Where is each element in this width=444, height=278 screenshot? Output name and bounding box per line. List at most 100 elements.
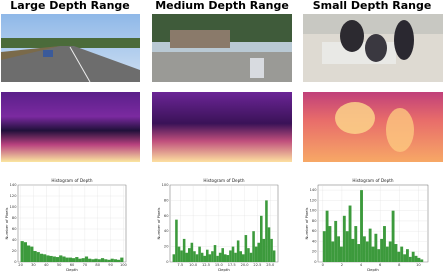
depth-map	[1, 92, 140, 162]
x-tick-label: 8	[398, 263, 401, 267]
histogram-bar	[43, 254, 47, 262]
histogram-bar	[360, 190, 363, 262]
histogram-bar	[100, 258, 105, 262]
depth-map	[152, 92, 292, 162]
histogram-bar	[185, 252, 188, 262]
histogram-bar	[397, 251, 401, 262]
histogram-bar	[190, 242, 194, 262]
histogram-bar	[49, 255, 53, 262]
column-title: Large Depth Range	[10, 0, 129, 12]
histogram-bar	[345, 231, 349, 262]
histogram-bar	[244, 235, 248, 262]
histogram-bar	[107, 259, 111, 262]
histogram-bar	[371, 246, 375, 262]
x-tick-label: 70	[83, 263, 88, 267]
histogram-bar	[195, 254, 199, 262]
x-tick-label: 50	[57, 263, 62, 267]
histogram-bar	[20, 241, 24, 262]
depth-map	[303, 92, 443, 162]
histogram-bar	[414, 255, 418, 262]
histogram-bar	[36, 252, 40, 262]
photo-road	[1, 14, 140, 83]
x-tick-label: 7.5	[177, 263, 183, 267]
histogram-bar	[84, 256, 89, 262]
histogram-bar	[120, 257, 124, 262]
column-title: Medium Depth Range	[155, 0, 289, 12]
x-tick-label: 15.0	[215, 263, 224, 267]
x-tick-label: 100	[120, 263, 128, 267]
y-tick-label: 60	[312, 229, 317, 233]
histogram-bar	[208, 254, 212, 262]
histogram-bar	[247, 248, 250, 262]
x-tick-label: 12.5	[202, 263, 210, 267]
column-title: Small Depth Range	[313, 0, 432, 12]
histogram-bar	[198, 246, 201, 262]
x-tick-label: 40	[44, 263, 49, 267]
histogram-bar	[203, 255, 206, 262]
x-tick-label: 90	[108, 263, 113, 267]
x-tick-label: 80	[95, 263, 100, 267]
histogram-bar	[362, 236, 366, 262]
x-tick-label: 6	[379, 263, 382, 267]
depth-blob	[335, 102, 375, 134]
histogram-bar	[211, 251, 214, 262]
histogram-bar	[94, 258, 98, 262]
x-tick-label: 20.0	[241, 263, 250, 267]
y-tick-label: 0	[166, 260, 169, 264]
histogram-bar	[357, 244, 361, 262]
histogram-bar	[368, 228, 372, 262]
x-tick-label: 20	[18, 263, 23, 267]
histogram-bar	[213, 245, 217, 262]
histogram-bar	[91, 259, 95, 262]
depth-blob	[386, 108, 414, 152]
y-tick-label: 140	[310, 188, 318, 192]
histogram-bar	[65, 257, 69, 262]
x-tick-label: 30	[31, 263, 36, 267]
histogram-bar	[342, 215, 346, 262]
histogram-bar	[75, 257, 79, 262]
histogram-bar	[221, 248, 224, 262]
histogram-bar	[229, 250, 232, 262]
histogram-bar	[420, 259, 424, 262]
histogram-bar	[388, 241, 392, 262]
histogram-bar	[239, 251, 242, 262]
x-tick-label: 25.0	[266, 263, 275, 267]
histogram-bar	[104, 259, 108, 262]
histogram-bar	[265, 200, 268, 262]
histogram-bar	[88, 258, 92, 262]
x-tick-label: 0	[322, 263, 325, 267]
histogram-bar	[385, 246, 389, 262]
histogram-bar	[193, 251, 196, 262]
y-tick-label: 140	[10, 183, 18, 187]
histogram-bar	[406, 249, 409, 262]
y-axis-label: Number of Pixels	[156, 207, 161, 239]
y-tick-label: 20	[312, 250, 317, 254]
histogram-bar	[39, 253, 44, 262]
histogram-bar	[110, 258, 114, 262]
histogram-bar	[351, 238, 355, 262]
histogram-bar	[62, 256, 66, 262]
y-tick-label: 120	[10, 194, 18, 198]
histogram-bar	[188, 248, 191, 262]
y-axis-label: Number of Pixels	[304, 207, 309, 239]
y-tick-label: 40	[312, 239, 317, 243]
y-tick-label: 100	[162, 183, 170, 187]
histogram-bar	[177, 246, 181, 262]
y-tick-label: 60	[12, 227, 17, 231]
chart-title: Histogram of Depth	[51, 178, 93, 183]
histogram-bar	[254, 246, 258, 262]
histogram-bar	[417, 257, 421, 262]
photo-office	[303, 14, 443, 82]
histogram-bar	[72, 258, 76, 262]
histogram-bar	[403, 254, 406, 262]
x-axis-label: Depth	[66, 267, 78, 272]
histogram-bar	[391, 210, 395, 262]
histogram-bar	[340, 246, 343, 262]
x-tick-label: 10	[416, 263, 421, 267]
histogram-bar	[348, 205, 352, 262]
histogram-bar	[411, 251, 415, 262]
y-tick-label: 120	[310, 198, 318, 202]
histogram-bar	[377, 249, 381, 262]
histogram-bar	[97, 259, 101, 262]
